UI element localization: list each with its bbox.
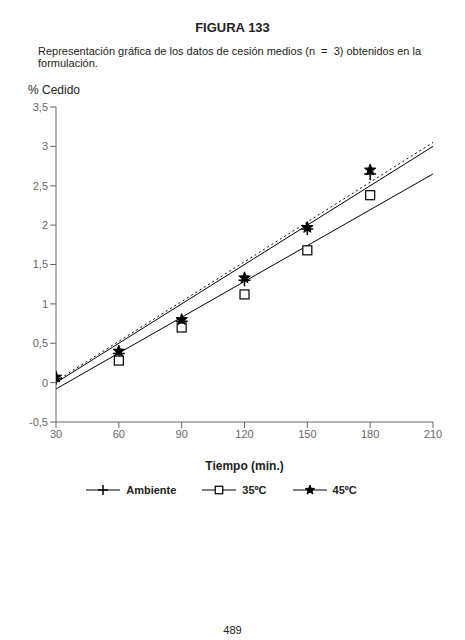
html-text:Ambiente: Ambiente [126, 484, 177, 496]
svg-text:60: 60 [113, 428, 125, 440]
svg-text:3,5: 3,5 [33, 101, 48, 113]
svg-text:-0,5: -0,5 [29, 416, 48, 428]
svg-text:0,5: 0,5 [33, 337, 48, 349]
svg-text:1,5: 1,5 [33, 258, 48, 270]
html-text:% Cedido: % Cedido [28, 83, 80, 97]
svg-text:180: 180 [361, 428, 379, 440]
html-text:Representación gráfica de los: Representación gráfica de los datos de c… [38, 45, 422, 57]
svg-text:2,5: 2,5 [33, 180, 48, 192]
html-text:35ºC: 35ºC [242, 484, 267, 496]
svg-text:1: 1 [42, 298, 48, 310]
html-text:FIGURA 133: FIGURA 133 [195, 20, 270, 35]
html-text:formulación.: formulación. [38, 57, 98, 69]
svg-text:0: 0 [42, 377, 48, 389]
svg-text:3: 3 [42, 140, 48, 152]
html-text:45ºC: 45ºC [332, 484, 357, 496]
svg-text:150: 150 [298, 428, 316, 440]
svg-text:30: 30 [50, 428, 62, 440]
html-text:Tiempo (min.): Tiempo (min.) [205, 459, 284, 473]
svg-text:210: 210 [424, 428, 442, 440]
svg-text:90: 90 [176, 428, 188, 440]
svg-text:120: 120 [235, 428, 253, 440]
svg-text:2: 2 [42, 219, 48, 231]
html-text:489: 489 [223, 624, 242, 636]
